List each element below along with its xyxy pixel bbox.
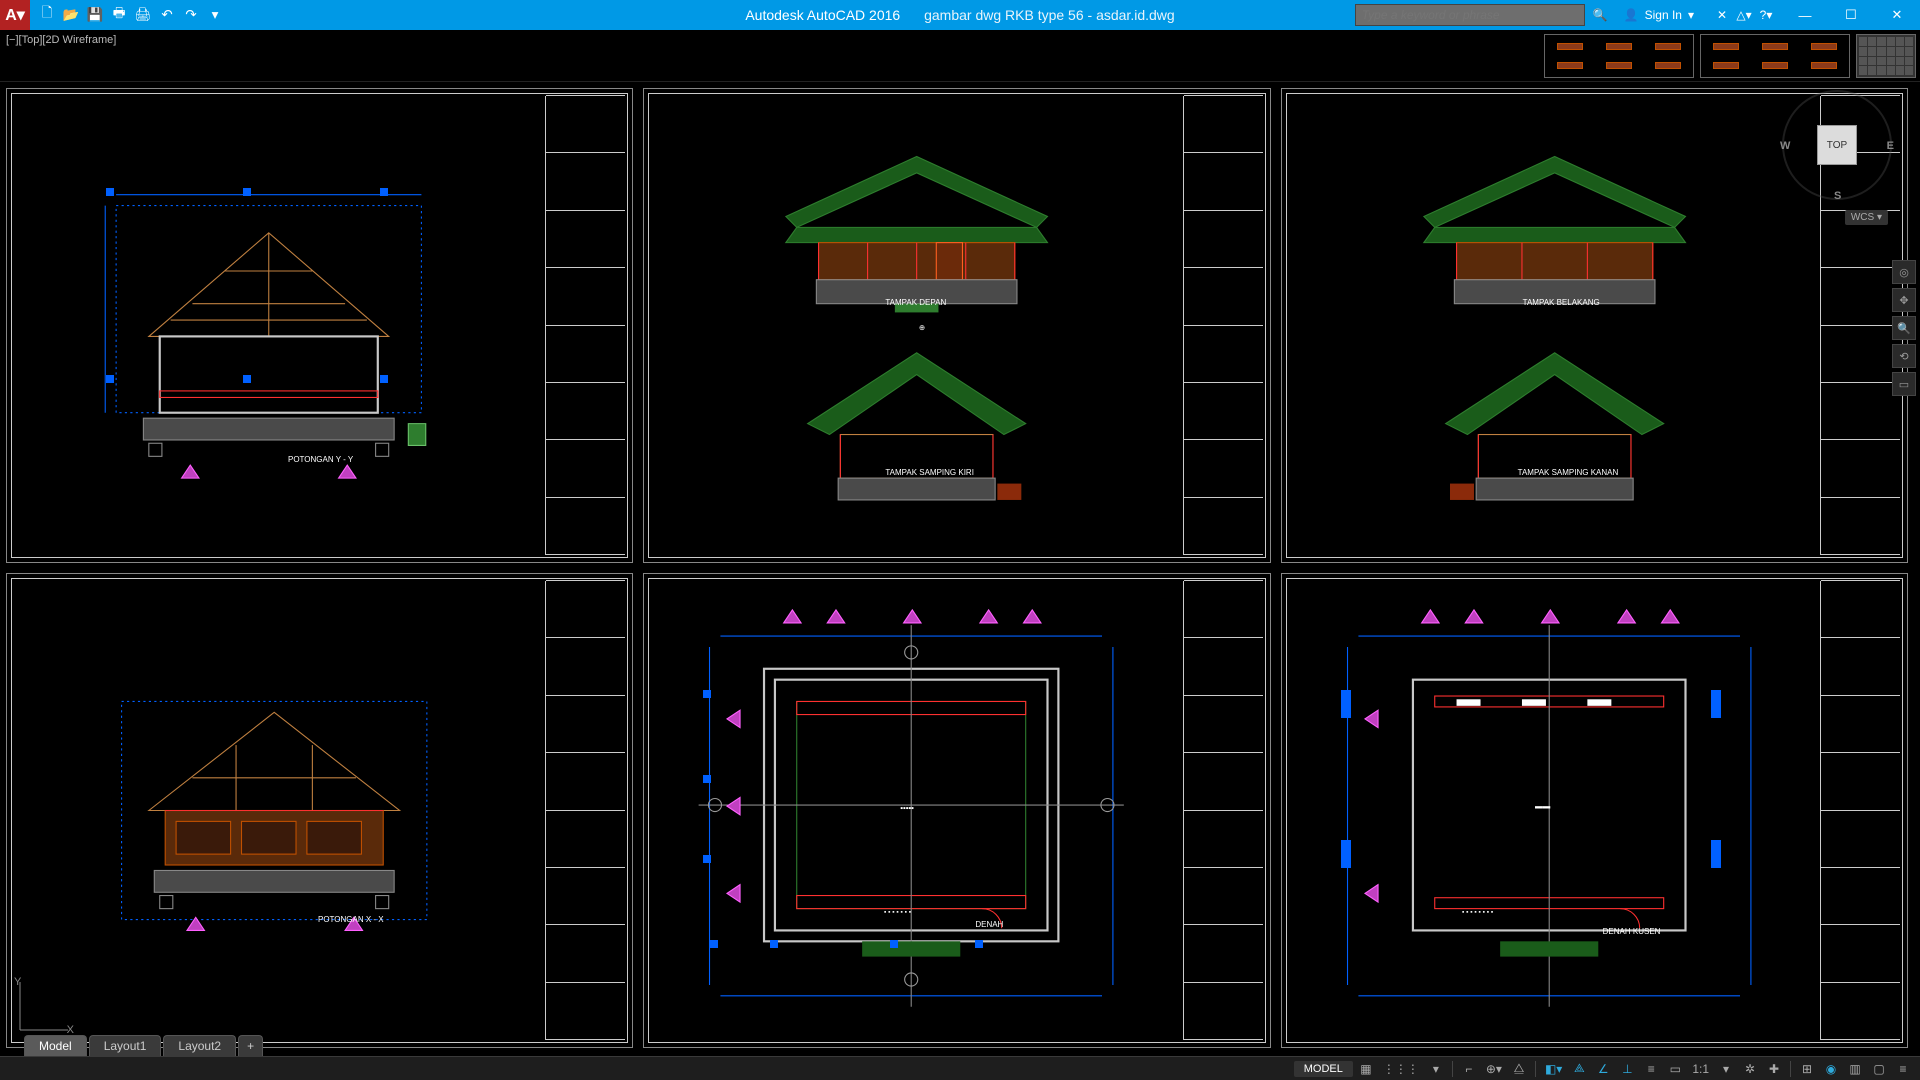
- viewcube-s[interactable]: S: [1834, 190, 1841, 202]
- tab-add-button[interactable]: +: [238, 1035, 263, 1056]
- infocenter: ✕ △▾ ?▾: [1706, 5, 1782, 25]
- status-dyn-icon[interactable]: ⊥: [1616, 1059, 1638, 1079]
- drawing-caption: TAMPAK BELAKANG: [1523, 298, 1600, 307]
- status-ws-icon[interactable]: ⊞: [1796, 1059, 1818, 1079]
- title-block: [1820, 581, 1900, 1040]
- status-clean-icon[interactable]: ▢: [1868, 1059, 1890, 1079]
- title-text: Autodesk AutoCAD 2016 gambar dwg RKB typ…: [745, 7, 1174, 23]
- viewcube-face[interactable]: TOP: [1817, 125, 1857, 165]
- qat-undo-icon[interactable]: ↶: [156, 4, 178, 26]
- file-name: gambar dwg RKB type 56 - asdar.id.dwg: [924, 7, 1175, 23]
- qat-new-icon[interactable]: 🗋: [36, 4, 58, 26]
- file-tabs-preview: [1544, 34, 1850, 78]
- layer-palette[interactable]: [1856, 34, 1916, 78]
- status-iso-icon[interactable]: ⧋: [1508, 1059, 1530, 1079]
- minimize-button[interactable]: —: [1782, 0, 1828, 30]
- sheet-potongan-x: POTONGAN X - X: [6, 573, 633, 1048]
- drawing-caption: TAMPAK DEPAN: [885, 298, 946, 307]
- drawing-caption: TAMPAK SAMPING KIRI: [885, 468, 974, 477]
- viewcube[interactable]: TOP W E S: [1782, 90, 1892, 200]
- view-label[interactable]: [−][Top][2D Wireframe]: [6, 34, 116, 46]
- status-otrack-icon[interactable]: ∠: [1592, 1059, 1614, 1079]
- title-block: [1183, 581, 1263, 1040]
- a360-icon[interactable]: △▾: [1734, 5, 1754, 25]
- tab-layout2[interactable]: Layout2: [163, 1035, 236, 1056]
- svg-text:▬▬: ▬▬: [1535, 801, 1551, 810]
- layout-tabs: Model Layout1 Layout2 +: [0, 1034, 265, 1056]
- nav-showmotion-icon[interactable]: ▭: [1892, 372, 1916, 396]
- sheet-denah-kusen: ▬▬ ▪ ▪ ▪ ▪ ▪ ▪ ▪ ▪ DENAH KUSEN: [1281, 573, 1908, 1048]
- help-icon[interactable]: ?▾: [1756, 5, 1776, 25]
- status-osnap-icon[interactable]: ◧▾: [1541, 1059, 1566, 1079]
- status-ortho-icon[interactable]: ⌐: [1458, 1059, 1480, 1079]
- search-icon[interactable]: 🔍: [1589, 8, 1612, 22]
- elev-label: ⊕: [919, 323, 925, 332]
- qat-saveas-icon[interactable]: 🖶: [108, 4, 130, 26]
- svg-text:▪ ▪ ▪ ▪ ▪ ▪ ▪: ▪ ▪ ▪ ▪ ▪ ▪ ▪: [884, 909, 911, 916]
- status-custom-icon[interactable]: ≡: [1892, 1059, 1914, 1079]
- qat-open-icon[interactable]: 📂: [60, 4, 82, 26]
- nav-orbit-icon[interactable]: ⟲: [1892, 344, 1916, 368]
- title-block: [1183, 96, 1263, 555]
- status-monitor-icon[interactable]: ◉: [1820, 1059, 1842, 1079]
- svg-text:▪ ▪ ▪ ▪ ▪ ▪ ▪ ▪: ▪ ▪ ▪ ▪ ▪ ▪ ▪ ▪: [1462, 909, 1493, 916]
- ucs-icon: YX: [14, 976, 74, 1036]
- status-ann-icon[interactable]: ✚: [1763, 1059, 1785, 1079]
- nav-zoom-icon[interactable]: 🔍: [1892, 316, 1916, 340]
- sheet-denah: ▪▪▪▪▪ ▪ ▪ ▪ ▪ ▪ ▪ ▪ DENAH: [643, 573, 1270, 1048]
- qat-more-icon[interactable]: ▾: [204, 4, 226, 26]
- tab-model[interactable]: Model: [24, 1035, 87, 1056]
- viewcube-e[interactable]: E: [1887, 140, 1894, 152]
- drawing-canvas[interactable]: POTONGAN Y - Y ⊕: [0, 82, 1920, 1054]
- tab-layout1[interactable]: Layout1: [89, 1035, 162, 1056]
- search-input[interactable]: [1355, 4, 1585, 26]
- qat-save-icon[interactable]: 💾: [84, 4, 106, 26]
- status-scale-label[interactable]: 1:1: [1688, 1059, 1713, 1079]
- exchange-icon[interactable]: ✕: [1712, 5, 1732, 25]
- status-snap-icon[interactable]: ⋮⋮⋮: [1379, 1059, 1423, 1079]
- chevron-down-icon: ▾: [1688, 8, 1694, 22]
- user-icon: 👤: [1624, 8, 1639, 22]
- status-dropdown-icon[interactable]: ▾: [1425, 1059, 1447, 1079]
- drawing-caption: POTONGAN Y - Y: [288, 455, 353, 464]
- viewcube-w[interactable]: W: [1780, 140, 1790, 152]
- drawing-caption: TAMPAK SAMPING KANAN: [1518, 468, 1619, 477]
- preview-strip: [−][Top][2D Wireframe]: [0, 30, 1920, 82]
- title-block: [545, 581, 625, 1040]
- status-dropdown2-icon[interactable]: ▾: [1715, 1059, 1737, 1079]
- close-button[interactable]: ✕: [1874, 0, 1920, 30]
- navigation-bar: ◎ ✥ 🔍 ⟲ ▭: [1892, 260, 1916, 396]
- drawing-caption: POTONGAN X - X: [318, 915, 384, 924]
- svg-text:▪▪▪▪▪: ▪▪▪▪▪: [901, 804, 915, 813]
- sign-in-label: Sign In: [1645, 8, 1682, 22]
- qat-plot-icon[interactable]: 🖨: [132, 4, 154, 26]
- nav-wheel-icon[interactable]: ◎: [1892, 260, 1916, 284]
- preview-thumb[interactable]: [1544, 34, 1694, 78]
- drawing-caption: DENAH: [975, 920, 1003, 929]
- app-menu-button[interactable]: A▾: [0, 0, 30, 30]
- qat-redo-icon[interactable]: ↷: [180, 4, 202, 26]
- status-lwt-icon[interactable]: ≡: [1640, 1059, 1662, 1079]
- title-block: [545, 96, 625, 555]
- sheet-elevation-front-left: ⊕ TAMPAK DEPAN TAMPAK SAMPING KIRI: [643, 88, 1270, 563]
- status-3dosnap-icon[interactable]: ⟁: [1568, 1059, 1590, 1079]
- status-model-badge[interactable]: MODEL: [1294, 1061, 1353, 1077]
- wcs-badge[interactable]: WCS ▾: [1845, 210, 1888, 225]
- status-bar: MODEL ▦ ⋮⋮⋮ ▾ ⌐ ⊕▾ ⧋ ◧▾ ⟁ ∠ ⊥ ≡ ▭ 1:1 ▾ …: [0, 1056, 1920, 1080]
- status-gear-icon[interactable]: ✲: [1739, 1059, 1761, 1079]
- sign-in-button[interactable]: 👤 Sign In ▾: [1616, 8, 1702, 22]
- sheet-potongan-y: POTONGAN Y - Y: [6, 88, 633, 563]
- preview-thumb[interactable]: [1700, 34, 1850, 78]
- app-name: Autodesk AutoCAD 2016: [745, 7, 900, 23]
- status-tpy-icon[interactable]: ▭: [1664, 1059, 1686, 1079]
- window-controls: — ☐ ✕: [1782, 0, 1920, 30]
- drawing-caption: DENAH KUSEN: [1603, 927, 1661, 936]
- status-polar-icon[interactable]: ⊕▾: [1482, 1059, 1506, 1079]
- status-hw-icon[interactable]: ▥: [1844, 1059, 1866, 1079]
- maximize-button[interactable]: ☐: [1828, 0, 1874, 30]
- title-bar: A▾ 🗋 📂 💾 🖶 🖨 ↶ ↷ ▾ Autodesk AutoCAD 2016…: [0, 0, 1920, 30]
- status-grid-icon[interactable]: ▦: [1355, 1059, 1377, 1079]
- quick-access-toolbar: 🗋 📂 💾 🖶 🖨 ↶ ↷ ▾: [30, 4, 232, 26]
- nav-pan-icon[interactable]: ✥: [1892, 288, 1916, 312]
